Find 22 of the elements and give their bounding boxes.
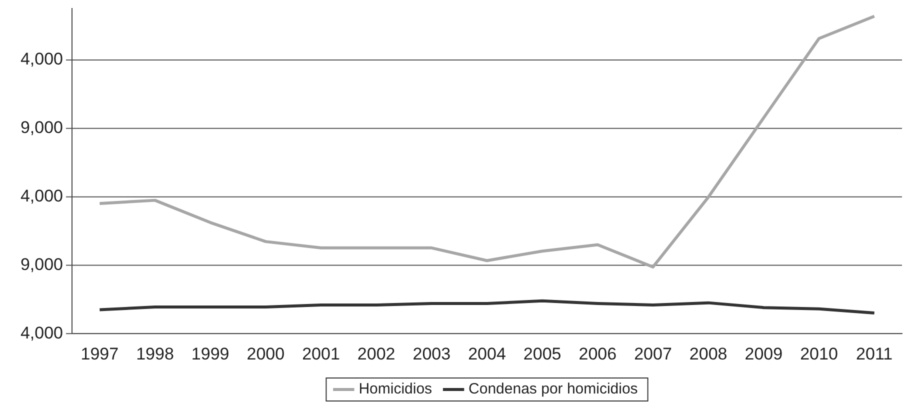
text: 9,000: [20, 118, 63, 138]
x-tick-label: 2008: [689, 344, 728, 364]
x-tick-label: 2009: [744, 344, 783, 364]
legend-label: Homicidios: [358, 380, 432, 398]
x-tick-label: 2003: [412, 344, 451, 364]
x-tick-label: 2000: [246, 344, 285, 364]
x-tick-label: 2011: [856, 344, 893, 364]
text: 4,000: [20, 50, 63, 69]
text: 4,000: [20, 323, 63, 342]
x-tick-label: 2007: [634, 344, 672, 364]
x-tick-label: 2004: [468, 344, 506, 364]
x-tick-label: 2010: [800, 344, 838, 364]
x-tick-label: 2006: [578, 344, 617, 364]
x-tick-label: 1999: [191, 344, 230, 364]
legend-label: Condenas por homicidios: [468, 380, 638, 398]
x-tick-label: 2001: [302, 344, 340, 364]
x-tick-label: 2002: [357, 344, 396, 364]
text: 9,000: [20, 254, 63, 274]
x-tick-label: 2005: [523, 344, 562, 364]
x-tick-label: 1997: [80, 344, 119, 364]
x-tick-label: 1998: [136, 344, 174, 364]
text: 4,000: [20, 186, 63, 206]
